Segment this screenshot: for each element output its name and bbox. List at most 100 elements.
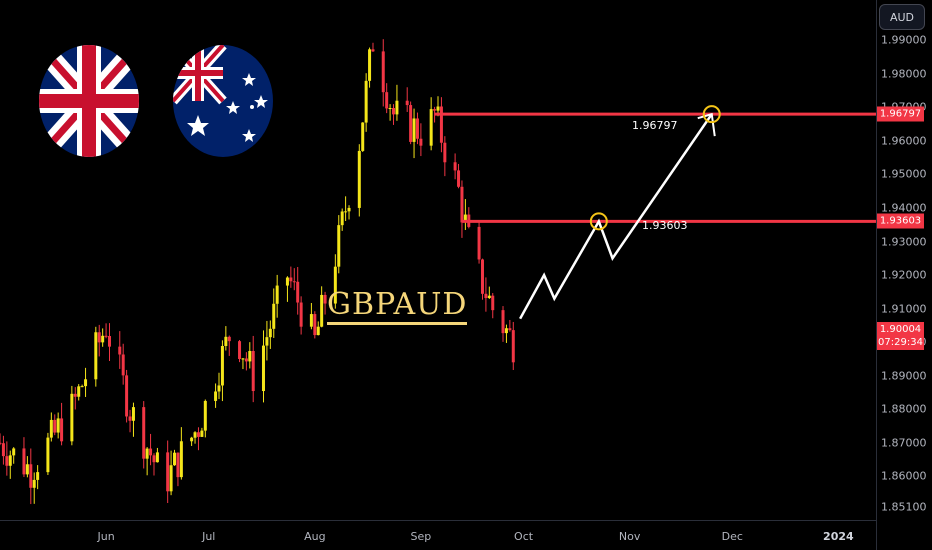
candle-body [347,207,351,212]
candle-body [453,162,457,171]
candle-body [53,419,57,433]
bar-countdown: 07:29:34 [878,337,923,348]
candle-body [419,138,423,146]
target-circle [702,105,721,124]
candle-body [292,281,296,283]
candle-body [504,328,508,334]
candle-body [289,277,293,282]
target-circle [589,212,608,231]
candle-body [46,437,50,473]
candle-body [405,100,409,106]
candle-body [214,391,218,401]
candle-body [309,314,313,327]
lower-level-price-tag: 1.93603 [877,213,924,229]
y-tick-label: 1.91000 [881,302,927,316]
candle-body [501,310,505,334]
candle-body [484,293,488,299]
candle-body [429,109,433,146]
candle-body [5,456,9,466]
candle-body [73,393,77,397]
candle-body [121,354,125,376]
x-tick-label: Aug [304,530,326,543]
candle-body [49,419,53,438]
candle-body [364,80,368,123]
candle-body [101,335,105,343]
australia-flag-icon [173,45,273,157]
candle-body [275,285,279,304]
candle-body [12,448,16,456]
upper-level-price-tag: 1.96797 [877,106,924,122]
candle-body [316,326,320,336]
y-tick-label: 1.99000 [881,33,927,47]
candle-body [261,345,265,392]
candle-body [241,358,245,360]
candle-body [436,106,440,111]
candle-body [142,407,146,459]
candle-body [344,211,348,213]
uk-flag-icon [39,45,139,157]
candle-body [169,465,173,492]
candle-body [511,330,515,363]
lower-level-label: 1.93603 [642,219,688,232]
candle-body [128,416,132,421]
candle-body [224,336,228,346]
candle-body [313,314,317,336]
symbol-title: GBPAUD [327,288,468,325]
x-tick-label: 2024 [823,530,854,543]
candle-body [217,385,221,392]
candle-body [439,106,443,143]
x-tick-label: Nov [618,530,641,543]
candle-body [388,108,392,110]
y-tick-label: 1.96000 [881,134,927,148]
y-tick-label: 1.89000 [881,369,927,383]
candle-body [285,277,289,286]
candle-body [60,418,64,442]
candle-body [392,108,396,115]
candle-body [238,341,242,359]
candle-body [333,266,337,304]
y-tick-label: 1.93000 [881,235,927,249]
x-tick-label: Sep [410,530,432,543]
candle-body [84,379,88,387]
candle-body [131,407,135,421]
candle-body [203,400,207,431]
candle-body [166,452,170,492]
candle-body [409,105,413,142]
candle-body [395,100,399,115]
candle-body [487,295,491,299]
candle-body [108,336,111,347]
projection-path [519,113,713,320]
candle-body [477,226,481,260]
y-tick-label: 1.98000 [881,67,927,81]
candle-body [368,49,372,81]
x-tick-label: Dec [721,530,743,543]
candle-body [323,294,327,304]
y-tick-label: 1.92000 [881,268,927,282]
candle-body [8,455,12,466]
candle-body [361,122,365,151]
candle-body [508,328,512,331]
candle-body [1,443,5,457]
candle-body [268,328,272,338]
candle-body [200,430,204,437]
candle-body [463,214,467,223]
projection-arrowhead [697,112,716,137]
candle-body [70,393,74,442]
candle-body [412,118,416,142]
candle-body [220,345,224,386]
candle-body [381,51,385,93]
candle-body [149,448,153,456]
candle-body [244,358,248,362]
candle-body [248,351,252,362]
candle-body [25,464,29,475]
candle-body [460,186,464,223]
y-tick-label: 1.95000 [881,167,927,181]
candle-body [196,432,200,437]
y-tick-label: 1.94000 [881,201,927,215]
currency-button[interactable]: AUD [879,4,925,30]
price-axis-separator [876,0,877,550]
candle-body [32,479,36,488]
candle-body [22,448,26,475]
